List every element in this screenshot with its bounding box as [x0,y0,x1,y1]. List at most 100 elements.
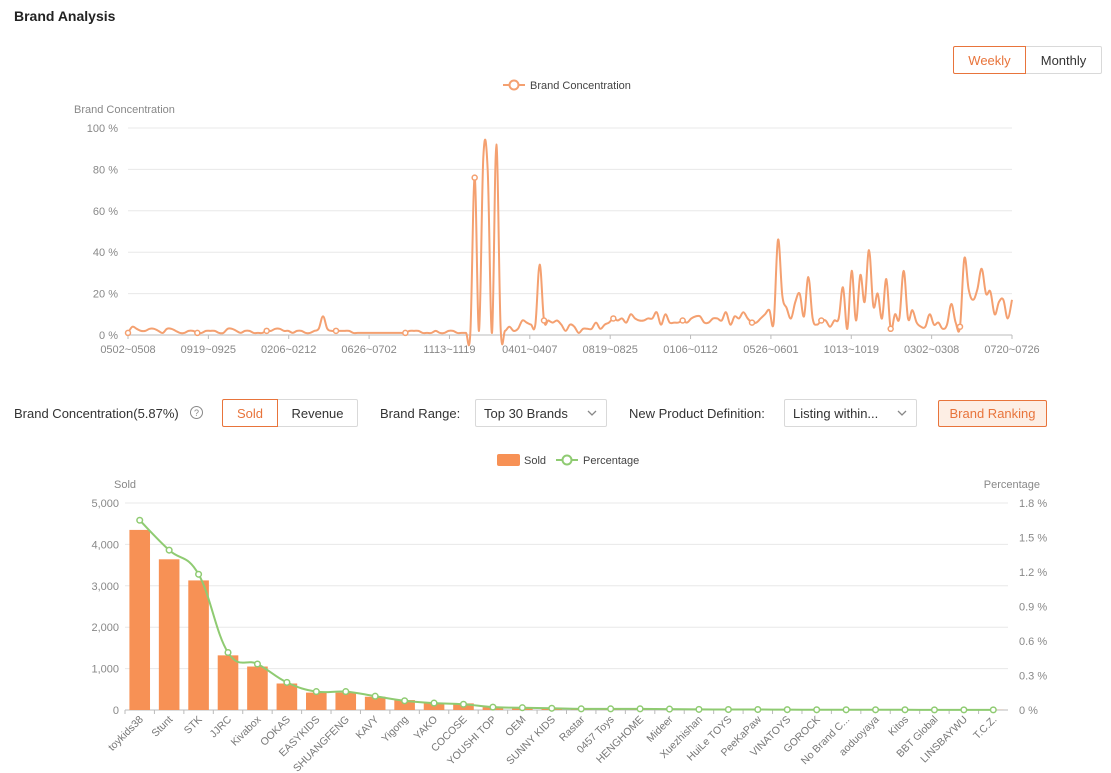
data-point [263,327,270,335]
y-axis-title: Sold [114,479,136,491]
brand-ranking-button[interactable]: Brand Ranking [938,400,1047,427]
x-tick-label: 0302~0308 [904,344,959,356]
x-tick-label: Kitos [886,714,911,739]
concentration-line [127,138,1013,347]
y-tick-label: 0 % [99,330,118,342]
bar [276,683,298,710]
x-tick-label: OEM [503,714,528,739]
chevron-down-icon [587,410,597,416]
bar [129,529,151,710]
y2-tick-label: 1.5 % [1019,533,1047,545]
brand-range-label: Brand Range: [380,406,461,421]
x-tick-label: 0401~0407 [502,344,557,356]
y-tick-label: 0 [113,705,119,717]
bar [364,696,386,710]
percentage-point [930,706,938,714]
data-point [679,317,686,324]
y-tick-label: 3,000 [91,581,119,593]
percentage-point [872,706,880,714]
monthly-button[interactable]: Monthly [1026,46,1102,74]
revenue-button[interactable]: Revenue [278,399,358,427]
bar [247,666,268,710]
data-point [956,323,964,330]
x-tick-label: toykids38 [106,714,146,754]
new-product-select[interactable]: Listing within... [784,399,917,427]
data-point [610,315,617,322]
data-point [194,329,201,337]
y-tick-label: 1,000 [91,664,119,676]
new-product-label: New Product Definition: [629,406,765,421]
legend-bar-marker [497,454,520,466]
percentage-point [342,688,350,696]
bar [306,692,327,710]
y-tick-label: 20 % [93,289,118,301]
x-tick-label: 0106~0112 [663,344,718,356]
y-tick-label: 80 % [93,164,118,176]
legend-label: Sold [524,455,546,467]
y2-tick-label: 0.6 % [1019,636,1047,648]
percentage-point [224,648,232,657]
sold-button[interactable]: Sold [222,399,278,427]
y-tick-label: 100 % [87,123,118,135]
x-tick-label: JJRC [207,713,234,740]
percentage-point [401,697,409,705]
legend-label: Percentage [583,455,639,467]
data-point [124,329,132,337]
legend-circle-marker [561,454,573,466]
page-title: Brand Analysis [14,8,116,24]
x-tick-label: 1113~1119 [423,344,475,356]
help-icon[interactable]: ? [190,406,203,419]
legend-label: Brand Concentration [530,80,631,92]
percentage-point [607,705,615,713]
y-tick-label: 40 % [93,247,118,259]
percentage-point [724,705,732,714]
data-point [887,325,894,333]
y2-tick-label: 0 % [1019,705,1038,717]
brand-sold-chart: Sold Percentage Sold Percentage 0 1,000 2,000 3… [91,454,1047,773]
x-tick-label: T.C.Z. [971,714,999,742]
x-tick-label: 0720~0726 [984,344,1039,356]
legend-circle-marker [508,79,520,91]
x-tick-label: 0626~0702 [341,344,396,356]
x-tick-label: 0819~0825 [582,344,637,356]
percentage-point [312,688,320,696]
percentage-point [813,706,821,714]
percentage-point [783,706,791,714]
chevron-down-icon [897,410,907,416]
percentage-point [665,705,674,713]
y2-tick-label: 0.3 % [1019,671,1047,683]
bar [394,700,415,710]
x-tick-label: 0502~0508 [100,344,155,356]
percentage-point [548,704,556,712]
x-tick-label: STK [182,714,205,737]
percentage-point [960,706,968,714]
bar [217,655,239,710]
y-tick-label: 5,000 [91,498,119,510]
bar [188,580,209,710]
y2-tick-label: 1.8 % [1019,498,1047,510]
brand-range-select[interactable]: Top 30 Brands [475,399,607,427]
weekly-button[interactable]: Weekly [953,46,1026,74]
x-tick-label: 0919~0925 [181,344,236,356]
data-point [748,319,756,326]
percentage-point [989,706,997,714]
percentage-point [518,704,526,712]
y2-tick-label: 0.9 % [1019,602,1047,614]
brand-range-value: Top 30 Brands [484,405,568,421]
x-tick-label: 0206~0212 [261,344,316,356]
x-tick-label: Kivabox [229,713,264,748]
data-point [818,317,825,324]
percentage-point [459,700,468,708]
y-tick-label: 2,000 [91,622,119,634]
percentage-point [283,678,291,686]
percentage-point [842,706,850,714]
data-point [332,327,340,335]
x-tick-label: Stunt [149,714,175,740]
period-toggle: Weekly Monthly [953,46,1102,74]
data-point [471,174,478,181]
x-tick-label: Yigong [379,714,410,745]
data-point [540,317,548,324]
x-tick-label: 0526~0601 [743,344,798,356]
y2-axis-title: Percentage [984,479,1040,491]
y2-tick-label: 1.2 % [1019,567,1047,579]
